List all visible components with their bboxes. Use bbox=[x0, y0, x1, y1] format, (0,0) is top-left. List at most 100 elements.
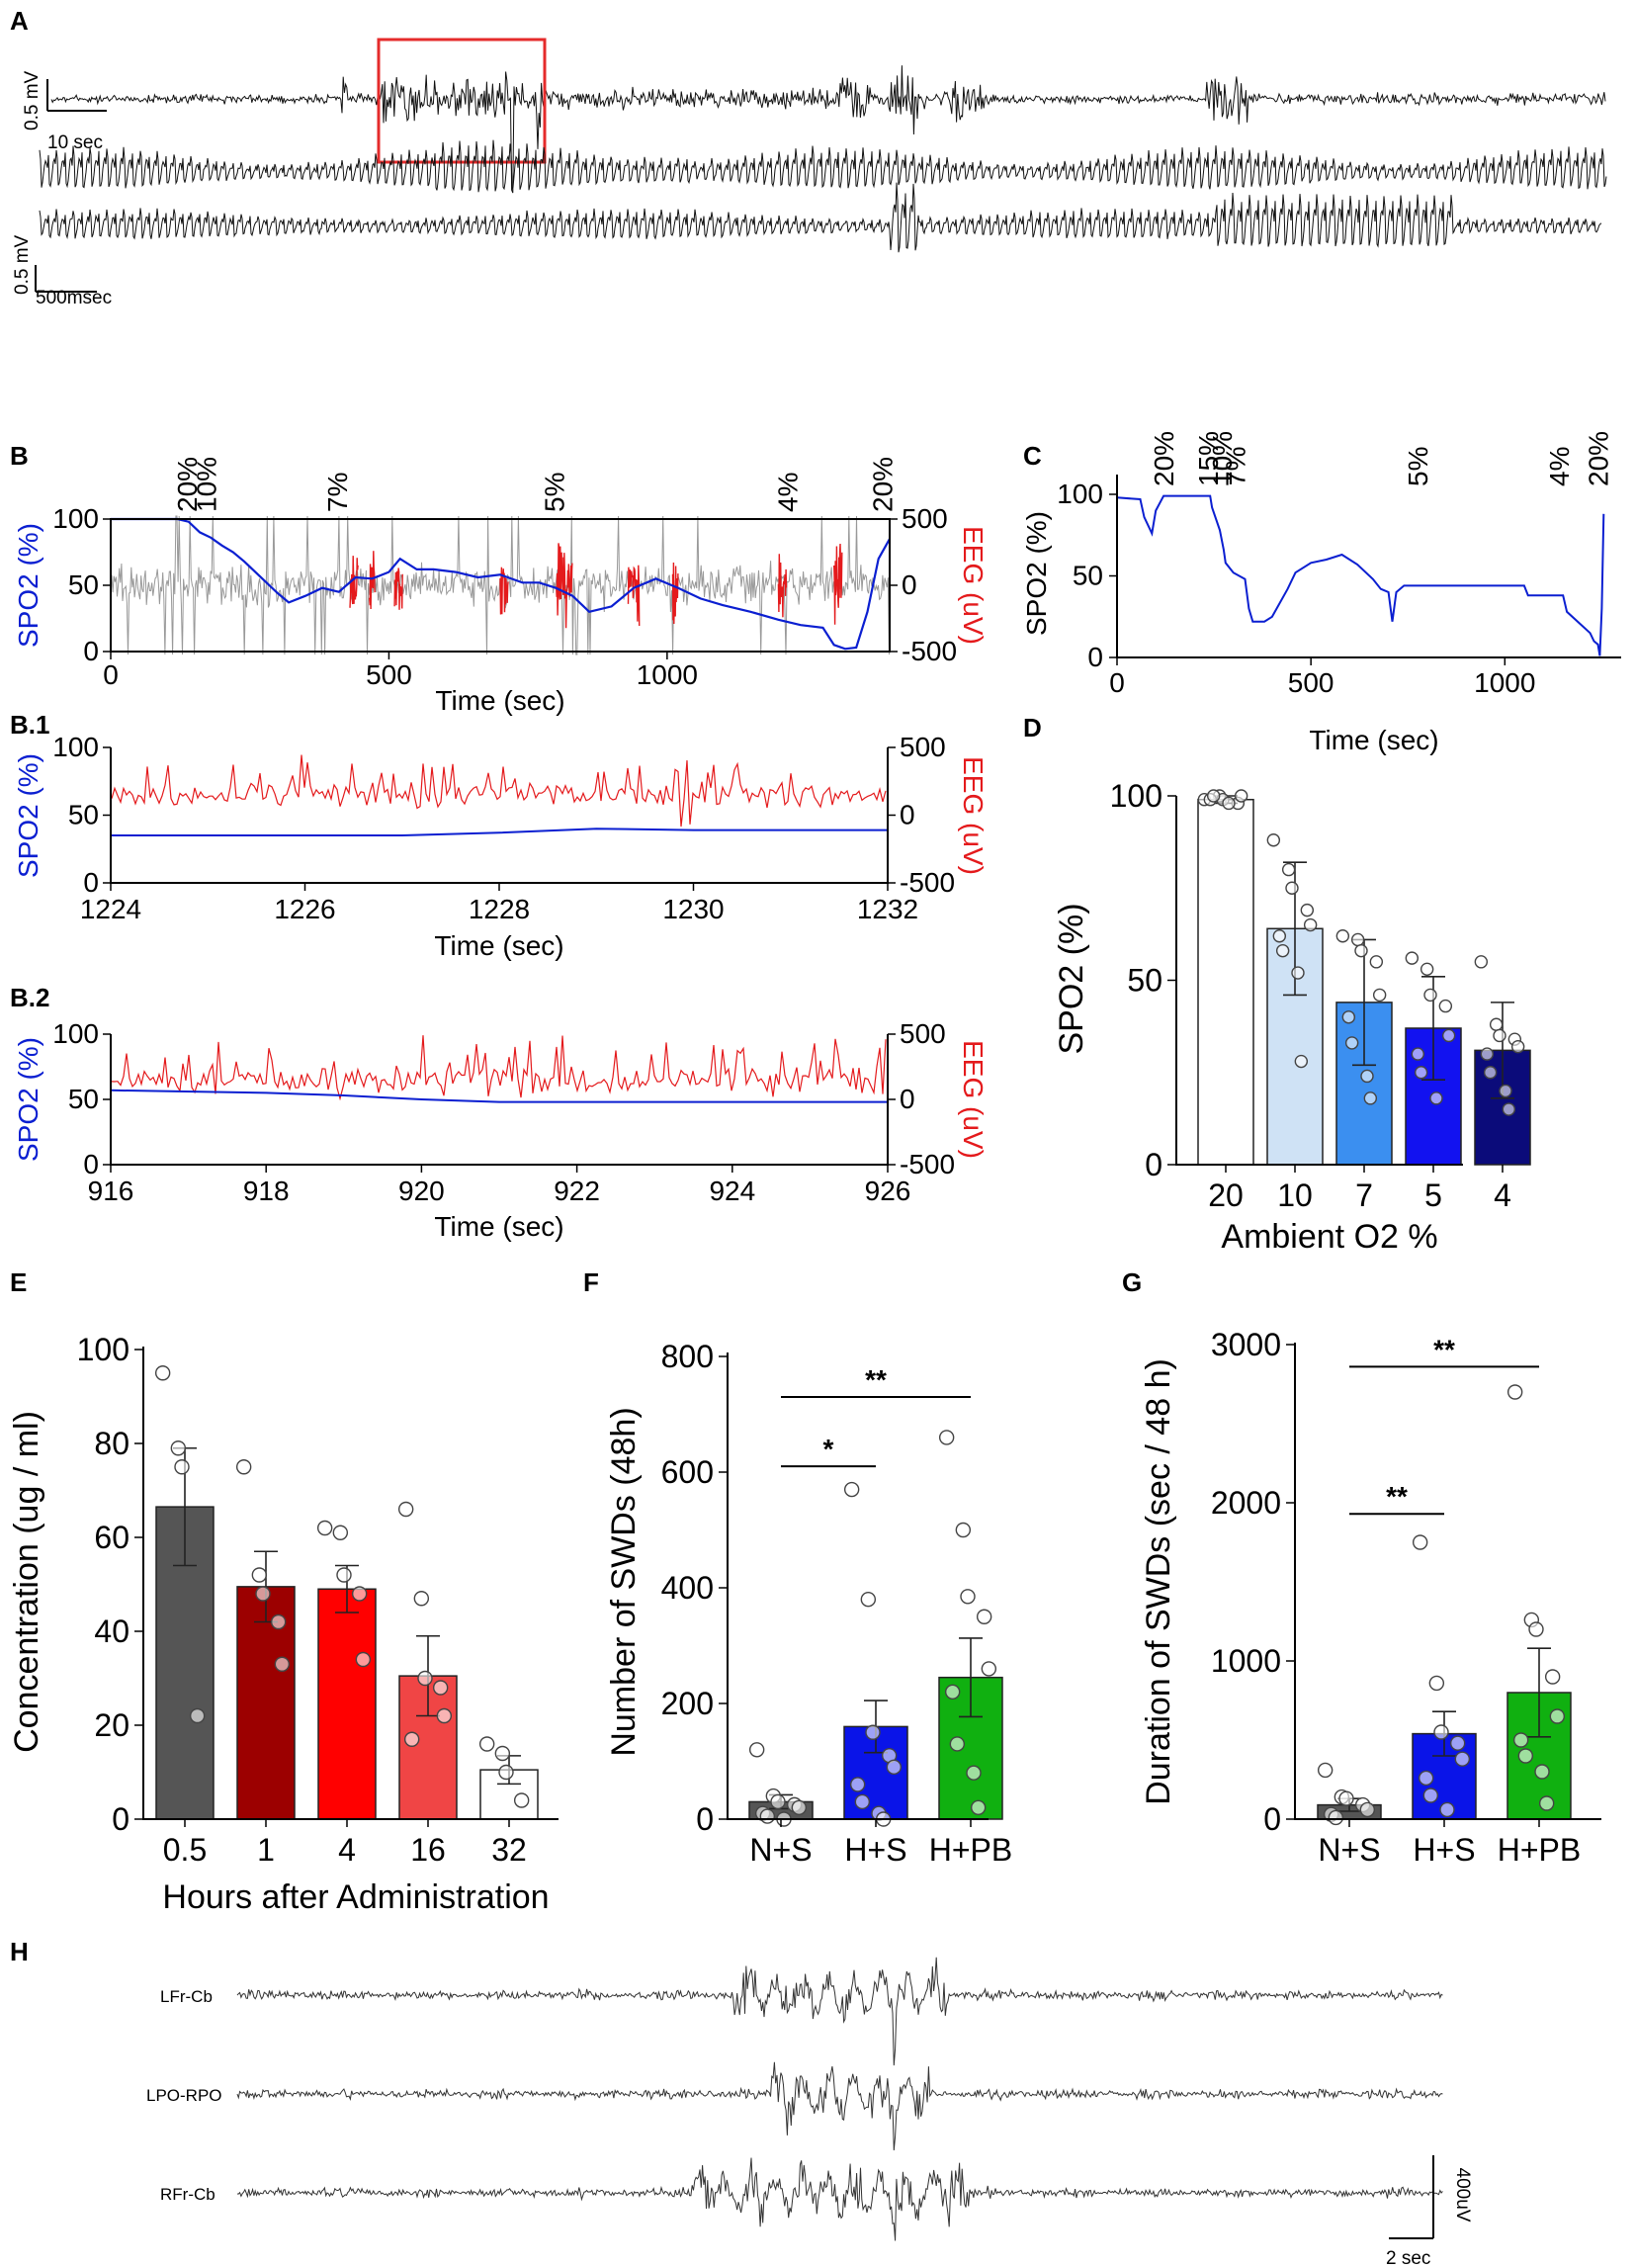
data-point bbox=[1528, 1621, 1544, 1637]
y-right-tick-label: 500 bbox=[900, 732, 946, 762]
data-point bbox=[770, 1793, 786, 1810]
bars bbox=[748, 1430, 1003, 1827]
data-point bbox=[955, 1522, 972, 1538]
data-point bbox=[1480, 1047, 1495, 1061]
data-point bbox=[1438, 999, 1453, 1013]
y-tick-label: 800 bbox=[661, 1339, 714, 1374]
data-point bbox=[1483, 1066, 1498, 1080]
data-point bbox=[397, 1501, 414, 1518]
x-axis-ticks: 20 10 7 5 4 bbox=[1208, 1165, 1511, 1213]
data-point bbox=[1544, 1669, 1561, 1685]
data-point bbox=[403, 1731, 420, 1747]
data-point bbox=[355, 1651, 372, 1668]
panel-b2-label: B.2 bbox=[10, 983, 49, 1012]
spo2-line bbox=[111, 828, 888, 836]
eeg-trace-lfr-cb bbox=[236, 1957, 1443, 2066]
y-tick-label: 100 bbox=[1057, 479, 1103, 509]
data-point bbox=[1422, 1788, 1439, 1803]
x-tick-label: 1 bbox=[257, 1832, 275, 1868]
data-point bbox=[981, 1661, 997, 1677]
y-axis-ticks: 0 20 40 60 80 100 bbox=[77, 1332, 143, 1837]
y-right-tick-label: 500 bbox=[902, 503, 948, 534]
data-point bbox=[1414, 1066, 1428, 1080]
data-point bbox=[1335, 929, 1350, 943]
data-point bbox=[849, 1777, 866, 1792]
y-axis-left-ticks: 0 50 100 bbox=[52, 503, 111, 666]
panel-g: G ** ** 0 1000 2000 3000 N+S H+S H+PB Duration… bbox=[1122, 1267, 1601, 1868]
o2-label-2: 7% bbox=[322, 473, 353, 512]
data-point bbox=[1510, 1039, 1525, 1054]
data-point bbox=[316, 1520, 333, 1536]
o2-label-1: 10% bbox=[192, 457, 222, 512]
x-tick-label: 500 bbox=[1288, 667, 1334, 698]
data-point bbox=[1418, 1770, 1434, 1787]
y-axis-ticks: 0 1000 2000 3000 bbox=[1211, 1327, 1295, 1837]
panel-e-label: E bbox=[10, 1267, 27, 1297]
x-tick-label: 500 bbox=[366, 659, 412, 690]
x-tick-label: H+S bbox=[1413, 1832, 1475, 1868]
significance-label: ** bbox=[1386, 1481, 1408, 1512]
o2-annotations: 20% 15%10%7% 5% 4% 20% bbox=[1149, 431, 1613, 486]
data-point bbox=[1360, 1069, 1374, 1084]
data-point bbox=[960, 1589, 976, 1605]
data-point bbox=[1294, 1054, 1309, 1069]
data-point bbox=[1291, 966, 1305, 980]
data-point bbox=[966, 1765, 982, 1781]
data-point bbox=[1411, 1047, 1425, 1061]
data-point bbox=[1363, 1091, 1378, 1105]
plot-axes bbox=[110, 747, 889, 884]
panel-b1-label: B.1 bbox=[10, 710, 49, 740]
y-right-tick-label: -500 bbox=[900, 867, 955, 898]
data-point bbox=[1512, 1732, 1529, 1748]
data-point bbox=[1328, 1809, 1344, 1826]
data-point bbox=[1275, 943, 1290, 958]
data-point bbox=[1439, 1801, 1455, 1818]
y-left-tick-label: 100 bbox=[52, 1018, 99, 1049]
x-tick-label: 7 bbox=[1355, 1178, 1373, 1213]
scale-voltage-label: 400uV bbox=[1452, 2168, 1473, 2223]
x-tick-label: 32 bbox=[491, 1832, 527, 1868]
o2-label-4: 5% bbox=[1403, 447, 1433, 486]
data-point bbox=[1549, 1708, 1566, 1724]
y-axis-right-ticks: -500 0 500 bbox=[888, 732, 955, 898]
data-point bbox=[1538, 1795, 1555, 1811]
x-tick-label: H+PB bbox=[929, 1832, 1012, 1868]
y-left-tick-label: 100 bbox=[52, 503, 99, 534]
panel-c-label: C bbox=[1023, 441, 1042, 471]
panel-a-label: A bbox=[10, 6, 29, 36]
bar-4 bbox=[317, 1588, 377, 1820]
data-point bbox=[251, 1567, 268, 1583]
y-axis-right-title: EEG (uV) bbox=[958, 756, 989, 875]
data-point bbox=[1341, 1010, 1356, 1024]
data-point bbox=[970, 1799, 987, 1816]
y-tick-label: 0 bbox=[1263, 1801, 1281, 1837]
data-point bbox=[1428, 1675, 1445, 1692]
data-point bbox=[1354, 943, 1368, 958]
y-tick-label: 40 bbox=[94, 1614, 129, 1649]
eeg-trace bbox=[111, 1035, 887, 1101]
data-point bbox=[1433, 1724, 1449, 1740]
data-point bbox=[1350, 932, 1365, 947]
y-axis-right-title: EEG (uV) bbox=[958, 1040, 989, 1159]
y-right-tick-label: -500 bbox=[902, 636, 957, 666]
data-point bbox=[189, 1707, 206, 1724]
x-axis-title: Time (sec) bbox=[434, 930, 563, 961]
y-axis-right-ticks: -500 0 500 bbox=[888, 1018, 955, 1179]
channel-label-lpo-rpo: LPO-RPO bbox=[146, 2086, 222, 2105]
data-point bbox=[865, 1724, 881, 1740]
y-tick-label: 100 bbox=[1110, 778, 1162, 814]
eeg-trace-lpo-rpo bbox=[236, 2061, 1443, 2151]
panel-h: H LFr-Cb LPO-RPO RFr-Cb 400uV 2 sec bbox=[10, 1937, 1473, 2268]
y-left-tick-label: 50 bbox=[68, 1084, 99, 1114]
data-point bbox=[1234, 789, 1248, 803]
data-point bbox=[436, 1707, 453, 1724]
x-axis-title: Time (sec) bbox=[434, 1211, 563, 1242]
x-tick-label: N+S bbox=[1318, 1832, 1380, 1868]
y-tick-label: 50 bbox=[1073, 561, 1103, 591]
x-axis-ticks: 916 918 920 922 924 926 bbox=[88, 1165, 910, 1206]
x-tick-label: 4 bbox=[1494, 1178, 1511, 1213]
data-point bbox=[1493, 1028, 1506, 1043]
